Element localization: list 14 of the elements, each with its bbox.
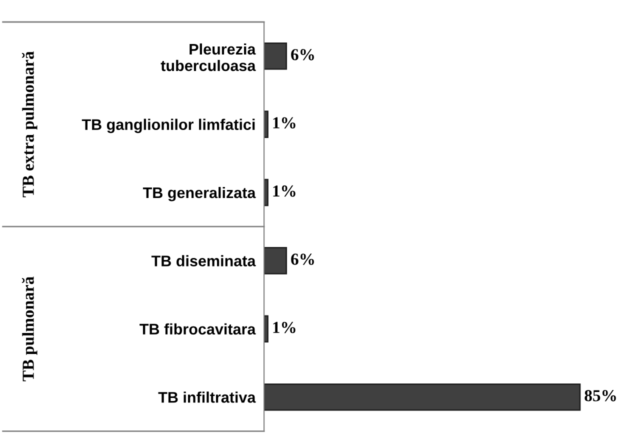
y-tick-label: TB infiltrativa <box>158 392 256 403</box>
y-tick-label: TB fibrocavitara <box>140 323 256 335</box>
data-label: 85% <box>584 390 616 402</box>
y-tick-label: TB diseminata <box>151 255 256 266</box>
y-tick-label: TB generalizata <box>142 186 256 202</box>
data-label: 6% <box>291 49 314 60</box>
data-label: 6% <box>291 254 314 265</box>
data-label: 1% <box>273 117 296 129</box>
text: TB extra pulmonară <box>22 51 38 198</box>
data-label: 1% <box>273 185 296 197</box>
y-tick-label: TB ganglionilor limfatici <box>82 118 255 134</box>
data-label: 1% <box>273 322 296 334</box>
y-tick-label: Pleurezia tuberculoasa <box>160 43 256 72</box>
text: TB pulmonară <box>22 276 38 382</box>
